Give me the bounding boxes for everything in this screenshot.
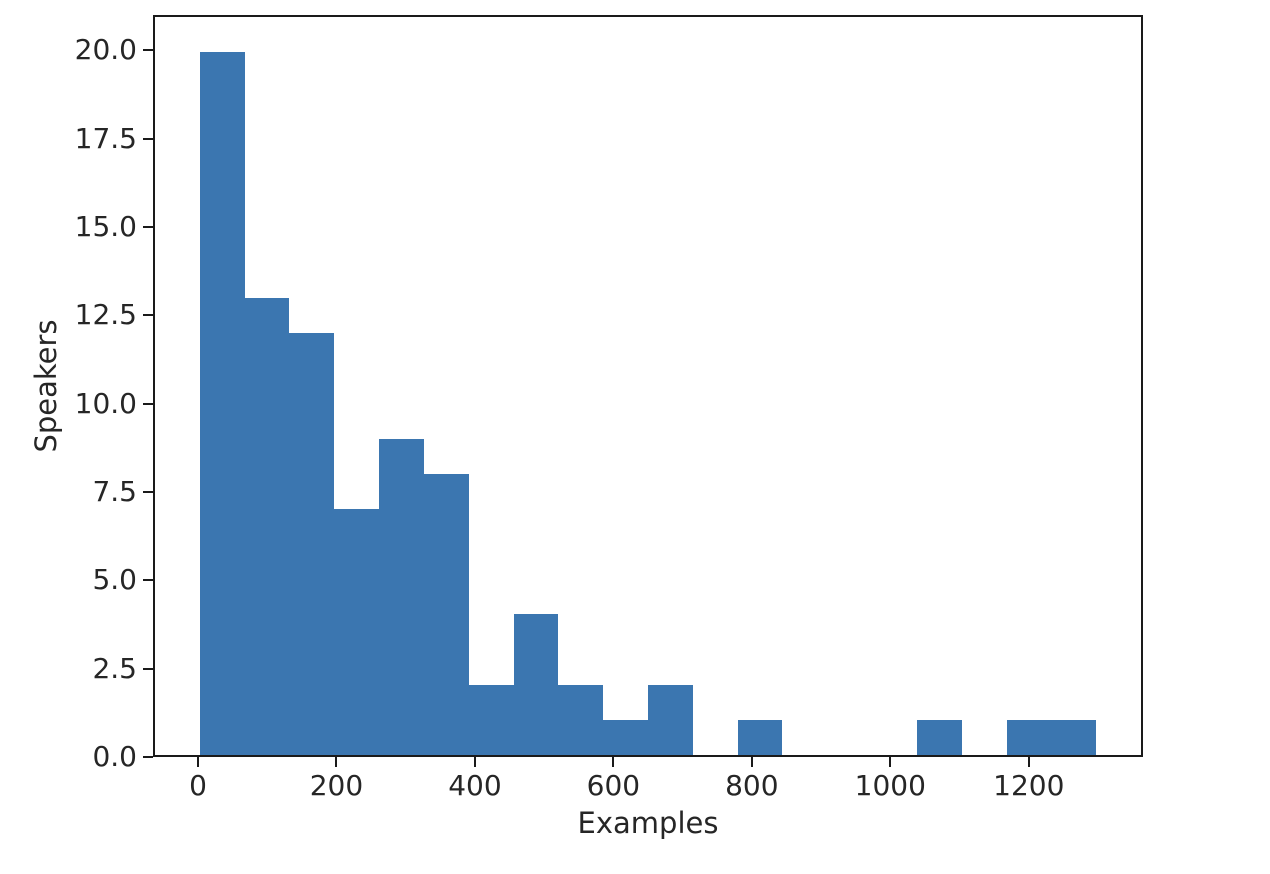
y-axis-tick-label: 12.5	[74, 298, 137, 332]
y-axis-label: Speakers	[29, 319, 63, 453]
y-axis-tick	[143, 491, 153, 493]
histogram-bar	[289, 333, 335, 755]
histogram-bar	[513, 614, 559, 755]
x-axis-tick-label: 400	[448, 769, 502, 802]
histogram-bar	[468, 684, 514, 755]
x-axis-tick-label: 1000	[854, 769, 926, 802]
y-axis-tick	[143, 756, 153, 758]
y-axis-tick-label: 15.0	[74, 210, 137, 243]
histogram-bar	[737, 719, 783, 755]
histogram-bar	[423, 473, 469, 755]
histogram-bar	[244, 298, 290, 755]
y-axis-tick	[143, 137, 153, 140]
y-axis-tick	[143, 226, 153, 228]
histogram-bar	[1006, 719, 1052, 755]
y-axis-tick	[143, 667, 153, 670]
histogram-bar	[334, 509, 380, 755]
histogram-bar	[379, 438, 424, 755]
x-axis-label: Examples	[577, 806, 719, 840]
x-axis-tick-label: 200	[309, 769, 364, 802]
x-axis-tick	[750, 757, 753, 767]
y-axis-tick-label: 5.0	[92, 563, 137, 597]
x-axis-tick	[612, 757, 615, 767]
y-axis-tick-label: 17.5	[74, 121, 137, 155]
y-axis-tick	[143, 49, 153, 52]
histogram-bar	[558, 684, 604, 755]
histogram-bar	[1051, 719, 1097, 755]
x-axis-tick-label: 800	[725, 769, 779, 802]
histogram-bar	[199, 52, 245, 755]
x-axis-tick-label: 1200	[993, 769, 1065, 802]
y-axis-tick	[143, 314, 153, 317]
x-axis-tick	[473, 757, 476, 767]
x-axis-tick	[1027, 757, 1030, 767]
plot-area	[153, 15, 1143, 757]
x-axis-tick	[335, 757, 338, 767]
y-axis-tick-label: 20.0	[74, 33, 137, 67]
histogram-bars	[155, 17, 1141, 755]
x-axis-tick	[889, 757, 892, 767]
y-axis-tick-label: 10.0	[74, 386, 137, 420]
y-axis-tick	[143, 402, 153, 405]
histogram-bar	[916, 719, 962, 755]
x-axis-tick	[197, 757, 199, 767]
y-axis-tick-label: 0.0	[92, 740, 137, 773]
histogram-bar	[603, 719, 648, 755]
histogram-bar	[648, 684, 693, 755]
y-axis-tick-label: 2.5	[92, 651, 137, 685]
y-axis-tick	[143, 579, 153, 582]
y-axis-tick-label: 7.5	[92, 475, 137, 508]
x-axis-tick-label: 0	[189, 769, 207, 802]
x-axis-tick-label: 600	[586, 769, 641, 802]
